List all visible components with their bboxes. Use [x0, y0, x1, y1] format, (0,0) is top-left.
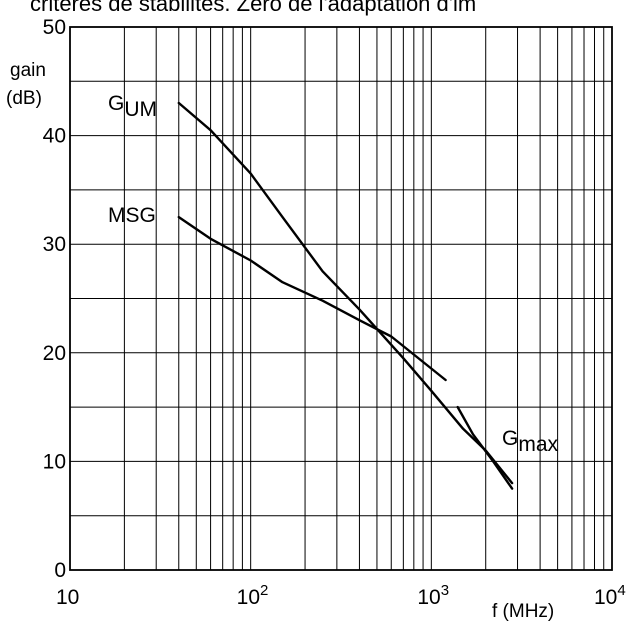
- y-axis-label-line1: gain: [10, 60, 46, 81]
- x-axis-label: f (MHz): [492, 601, 554, 622]
- y-tick-label: 50: [43, 16, 66, 39]
- series-labels: GUM MSG Gmax: [108, 92, 559, 456]
- x-tick-label: 102: [237, 582, 269, 609]
- x-tick-label: 103: [417, 582, 449, 609]
- plot-frame: [69, 26, 613, 571]
- y-tick-label: 0: [54, 559, 66, 582]
- y-tick-labels: 0 10 20 30 40 50: [43, 16, 66, 582]
- grid-lines: [70, 27, 612, 570]
- data-curves: [177, 101, 514, 490]
- y-tick-label: 20: [43, 342, 66, 365]
- series-label-gum: GUM: [108, 92, 157, 121]
- series-line-gum: [177, 101, 514, 485]
- y-tick-label: 40: [43, 125, 66, 148]
- y-tick-label: 30: [43, 233, 66, 256]
- y-axis-label-line2: (dB): [6, 88, 42, 109]
- series-label-gmax: Gmax: [502, 427, 559, 456]
- header-text-fragment: critères de stabilités. Zéro de l'adapta…: [30, 0, 476, 16]
- series-label-msg: MSG: [108, 204, 156, 227]
- series-line-msg: [177, 215, 447, 382]
- x-tick-label: 104: [594, 582, 626, 609]
- series-line-gmax: [456, 405, 514, 490]
- x-tick-label: 10: [56, 586, 79, 609]
- y-tick-label: 10: [43, 450, 66, 473]
- x-tick-labels: 10 102 103 104: [56, 582, 626, 609]
